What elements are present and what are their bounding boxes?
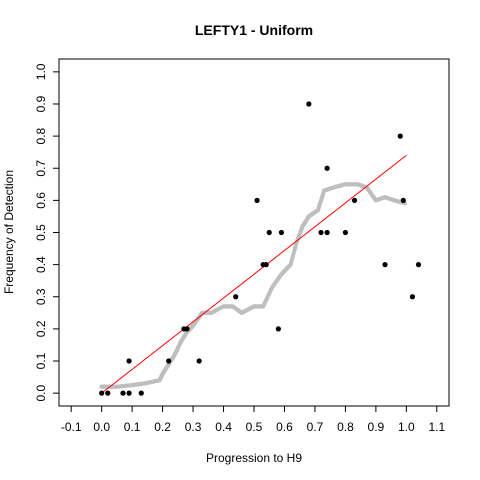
data-point [343,230,348,235]
y-tick-label: 0.6 [34,192,48,209]
y-tick-label: 0.2 [34,320,48,337]
data-point [126,358,131,363]
x-tick-label: 0.7 [307,420,324,434]
data-point [279,230,284,235]
data-point [306,101,311,106]
x-tick-label: 1.1 [428,420,445,434]
data-point [401,198,406,203]
x-tick-label: 0.8 [337,420,354,434]
data-point [99,391,104,396]
data-point [184,326,189,331]
data-point [120,391,125,396]
data-point [267,230,272,235]
data-point [126,391,131,396]
y-tick-label: 0.5 [34,224,48,241]
data-point [398,134,403,139]
data-point [254,198,259,203]
y-tick-label: 0.0 [34,384,48,401]
x-tick-label: 0.2 [154,420,171,434]
x-tick-label: 0.5 [246,420,263,434]
y-tick-label: 0.3 [34,288,48,305]
data-point [382,262,387,267]
chart-title: LEFTY1 - Uniform [195,22,313,38]
x-axis-label: Progression to H9 [206,451,302,465]
y-tick-label: 1.0 [34,63,48,80]
data-point [105,391,110,396]
y-tick-label: 0.9 [34,95,48,112]
data-point [276,326,281,331]
x-tick-label: -0.1 [61,420,82,434]
data-point [166,358,171,363]
data-point [410,294,415,299]
y-axis-label: Frequency of Detection [2,170,16,294]
x-tick-label: 0.6 [276,420,293,434]
x-tick-label: 0.3 [185,420,202,434]
x-tick-label: 0.9 [368,420,385,434]
x-tick-label: 0.4 [215,420,232,434]
data-point [264,262,269,267]
data-point [416,262,421,267]
y-tick-label: 0.7 [34,160,48,177]
data-point [352,198,357,203]
data-point [325,230,330,235]
x-tick-label: 1.0 [398,420,415,434]
x-tick-label: 0.0 [93,420,110,434]
data-point [325,166,330,171]
data-point [318,230,323,235]
y-tick-label: 0.1 [34,352,48,369]
data-point [139,391,144,396]
x-tick-label: 0.1 [124,420,141,434]
y-tick-label: 0.8 [34,127,48,144]
data-point [233,294,238,299]
data-point [197,358,202,363]
y-tick-label: 0.4 [34,256,48,273]
